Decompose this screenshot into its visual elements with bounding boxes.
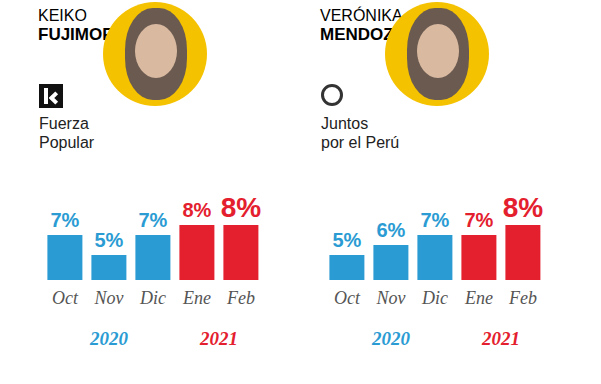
html-text:2020: 2020 xyxy=(372,328,410,349)
html-text:FUJIMORI: FUJIMORI xyxy=(38,25,120,44)
html-text:MENDOZA: MENDOZA xyxy=(320,25,406,44)
html-text:KEIKO: KEIKO xyxy=(38,7,87,24)
svg-text:Ene: Ene xyxy=(464,288,493,308)
svg-text:8%: 8% xyxy=(503,192,544,223)
html-text:Popular: Popular xyxy=(39,134,95,151)
html-text:2021: 2021 xyxy=(200,328,238,349)
svg-text:Feb: Feb xyxy=(508,288,537,308)
html-text:2021: 2021 xyxy=(482,328,520,349)
svg-text:7%: 7% xyxy=(50,209,79,231)
svg-text:5%: 5% xyxy=(332,229,361,251)
svg-text:Nov: Nov xyxy=(94,288,124,308)
svg-text:7%: 7% xyxy=(420,209,449,231)
html-text:VERÓNIKA: VERÓNIKA xyxy=(320,7,403,24)
html-text:por el Perú: por el Perú xyxy=(321,134,400,151)
svg-text:Feb: Feb xyxy=(226,288,255,308)
svg-text:8%: 8% xyxy=(182,199,211,221)
svg-text:8%: 8% xyxy=(221,192,262,223)
svg-text:6%: 6% xyxy=(376,219,405,241)
svg-text:Oct: Oct xyxy=(334,288,361,308)
svg-text:Oct: Oct xyxy=(52,288,79,308)
svg-text:Dic: Dic xyxy=(421,288,448,308)
svg-text:7%: 7% xyxy=(464,209,493,231)
svg-text:7%: 7% xyxy=(138,209,167,231)
html-text:Fuerza: Fuerza xyxy=(39,115,89,132)
svg-text:Nov: Nov xyxy=(376,288,406,308)
svg-text:Ene: Ene xyxy=(182,288,211,308)
svg-text:5%: 5% xyxy=(94,229,123,251)
html-text:Juntos: Juntos xyxy=(321,115,369,132)
svg-text:Dic: Dic xyxy=(139,288,166,308)
html-text:2020: 2020 xyxy=(90,328,128,349)
